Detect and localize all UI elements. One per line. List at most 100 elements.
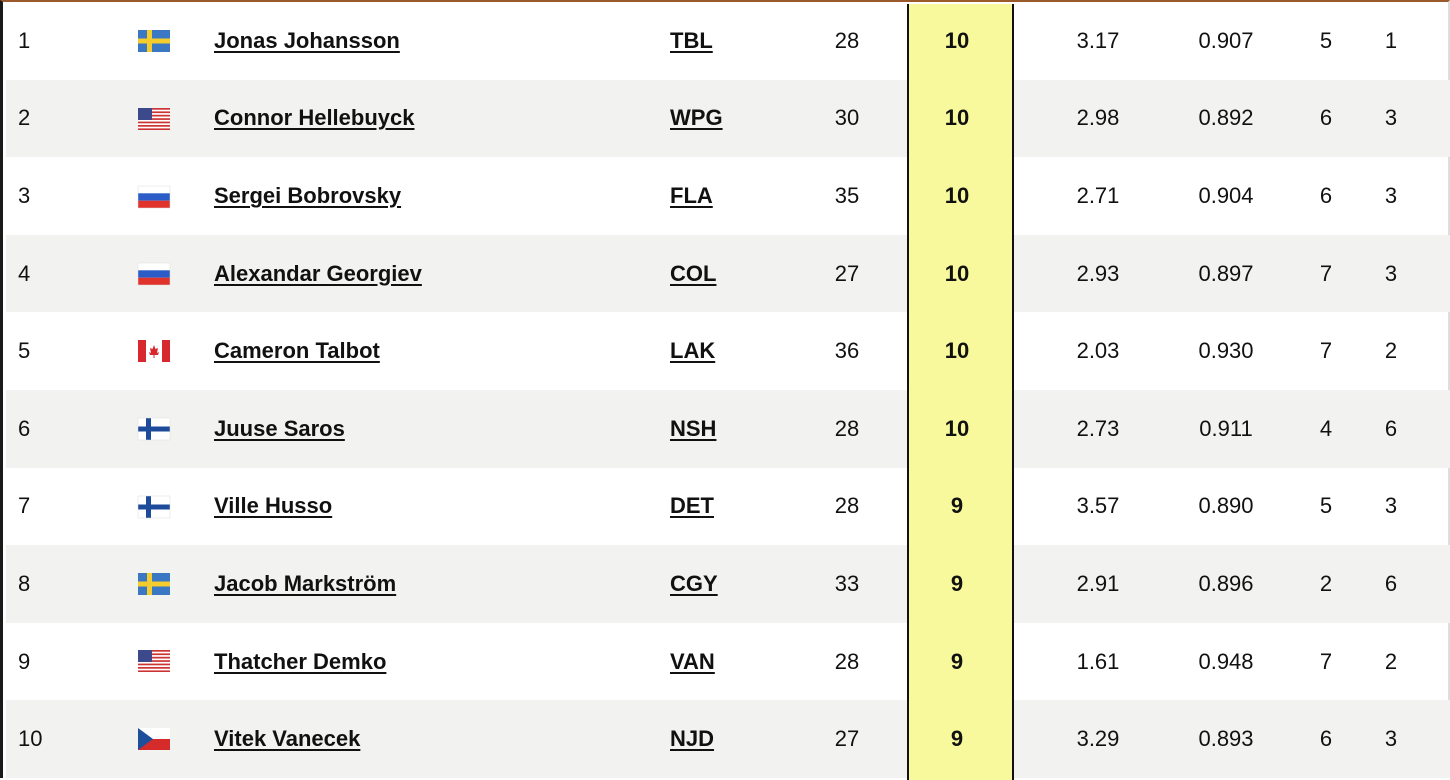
- ot-losses: 2: [1384, 648, 1398, 674]
- wins: 9: [950, 648, 964, 674]
- games-played: 30: [834, 105, 860, 131]
- player-name[interactable]: Connor Hellebuyck: [214, 105, 415, 131]
- ot-losses: 3: [1384, 260, 1398, 286]
- table-row: [6, 79, 1450, 158]
- rank: 9: [18, 648, 31, 674]
- save-pct: 0.911: [1199, 415, 1253, 441]
- rank: 2: [18, 105, 31, 131]
- losses: 5: [1319, 493, 1333, 519]
- games-played: 27: [834, 726, 860, 752]
- save-pct: 0.892: [1198, 105, 1254, 131]
- wins: 10: [944, 415, 970, 441]
- player-name[interactable]: Jacob Markström: [214, 571, 397, 596]
- save-pct: 0.907: [1198, 27, 1254, 53]
- save-pct: 0.930: [1198, 338, 1254, 364]
- gaa: 1.61: [1076, 648, 1120, 674]
- games-played: 36: [834, 338, 860, 364]
- team[interactable]: WPG: [670, 105, 723, 131]
- flag: [138, 728, 170, 750]
- wins: 9: [950, 726, 964, 752]
- wins: 10: [944, 183, 970, 208]
- losses: 5: [1319, 27, 1333, 53]
- ot-losses: 6: [1384, 571, 1398, 596]
- player-name[interactable]: Ville Husso: [214, 493, 333, 519]
- ot-losses: 3: [1384, 493, 1398, 519]
- flags: [137, 30, 171, 750]
- flag: [138, 340, 170, 362]
- team[interactable]: NJD: [670, 726, 715, 752]
- player-name[interactable]: Thatcher Demko: [214, 648, 387, 674]
- gaa: 2.91: [1076, 571, 1120, 596]
- losses: 4: [1319, 415, 1333, 441]
- team[interactable]: COL: [670, 260, 717, 286]
- ot-losses: 6: [1384, 415, 1398, 441]
- wins: 10: [944, 338, 970, 364]
- team[interactable]: TBL: [670, 27, 713, 53]
- ot-losses: 1: [1384, 27, 1398, 53]
- wins: 9: [950, 571, 964, 596]
- team[interactable]: NSH: [670, 415, 717, 441]
- games-played: 33: [834, 571, 860, 596]
- gaa: 2.73: [1076, 415, 1120, 441]
- rank: 7: [18, 493, 31, 519]
- flag: [138, 108, 170, 130]
- player-name[interactable]: Alexandar Georgiev: [214, 260, 422, 286]
- rank: 5: [18, 338, 31, 364]
- gaa: 3.57: [1076, 493, 1120, 519]
- rank: 4: [18, 260, 31, 286]
- ot-losses: 3: [1384, 105, 1398, 131]
- games-played: 27: [834, 260, 860, 286]
- games-played: 35: [834, 183, 860, 208]
- losses: 6: [1319, 183, 1333, 208]
- table-row: [6, 545, 1450, 623]
- flag: [138, 573, 170, 595]
- team[interactable]: CGY: [670, 571, 718, 596]
- games-played: 28: [834, 415, 860, 441]
- flag: [137, 417, 171, 441]
- save-pct: 0.897: [1198, 260, 1254, 286]
- ot-losses: 3: [1384, 183, 1398, 208]
- team[interactable]: DET: [670, 493, 714, 519]
- gaa: 3.29: [1076, 726, 1120, 752]
- gaa: 2.71: [1076, 183, 1120, 208]
- highlight-column: [907, 4, 1014, 780]
- save-pct: 0.896: [1198, 571, 1254, 596]
- losses: 7: [1319, 648, 1333, 674]
- gaa: 2.93: [1076, 260, 1120, 286]
- losses: 6: [1319, 726, 1333, 752]
- player-name[interactable]: Cameron Talbot: [214, 338, 380, 364]
- team[interactable]: LAK: [670, 338, 716, 364]
- losses: 2: [1319, 571, 1333, 596]
- ot-losses: 3: [1384, 726, 1398, 752]
- losses: 7: [1319, 260, 1333, 286]
- games-played: 28: [834, 648, 860, 674]
- rank: 6: [18, 415, 31, 441]
- games-played: 28: [834, 493, 860, 519]
- wins: 9: [950, 493, 964, 519]
- wins: 10: [944, 27, 970, 53]
- save-pct: 0.893: [1198, 726, 1254, 752]
- gaa: 3.17: [1076, 27, 1120, 53]
- wins: 10: [944, 260, 970, 286]
- player-name[interactable]: Vitek Vanecek: [214, 726, 361, 752]
- save-pct: 0.890: [1198, 493, 1254, 519]
- player-name[interactable]: Sergei Bobrovsky: [214, 183, 402, 208]
- rank: 10: [18, 726, 43, 752]
- player-name[interactable]: Jonas Johansson: [214, 27, 400, 53]
- gaa: 2.98: [1076, 105, 1120, 131]
- save-pct: 0.904: [1198, 183, 1254, 208]
- player-name[interactable]: Juuse Saros: [214, 415, 345, 441]
- rank: 1: [18, 27, 31, 53]
- ot-losses: 2: [1384, 338, 1398, 364]
- table-row: [6, 234, 1450, 313]
- flag: [138, 30, 170, 52]
- losses: 7: [1319, 338, 1333, 364]
- flag: [137, 262, 171, 286]
- flag: [138, 650, 170, 672]
- team[interactable]: VAN: [670, 648, 715, 674]
- losses: 6: [1319, 105, 1333, 131]
- team[interactable]: FLA: [670, 183, 713, 208]
- rank: 8: [18, 571, 31, 596]
- table-row: [6, 390, 1450, 468]
